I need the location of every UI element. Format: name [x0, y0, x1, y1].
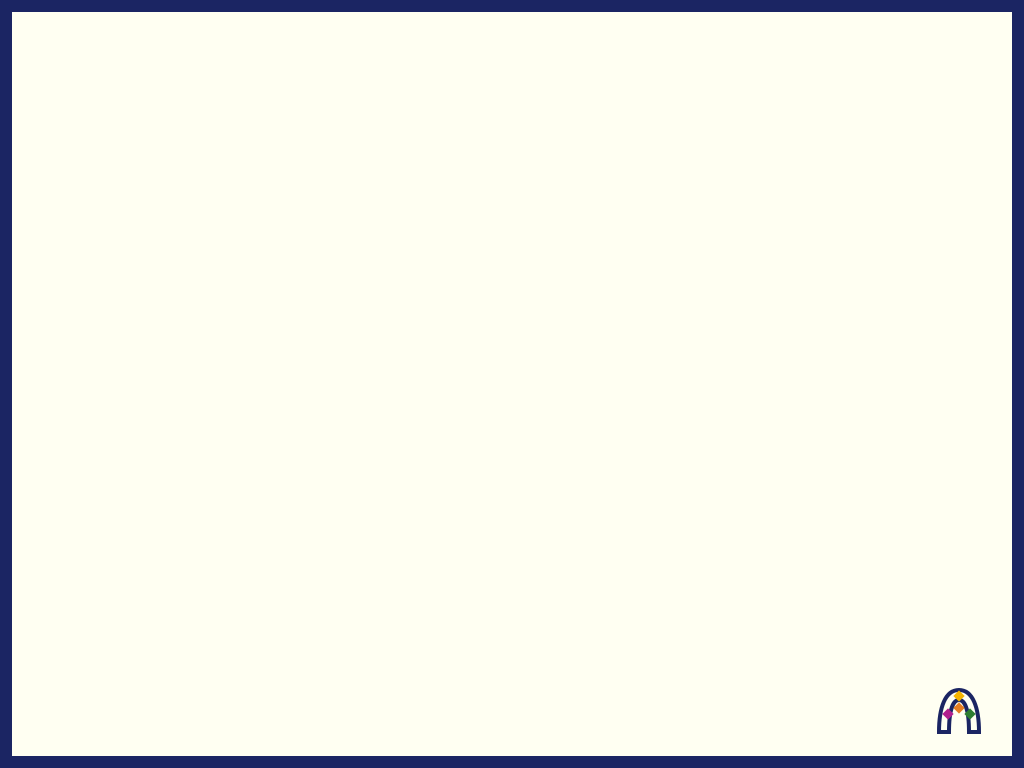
slide-frame — [0, 0, 1024, 768]
brand-logo — [931, 686, 987, 738]
arch-icon — [931, 686, 987, 736]
diagram-stage — [12, 12, 1012, 756]
